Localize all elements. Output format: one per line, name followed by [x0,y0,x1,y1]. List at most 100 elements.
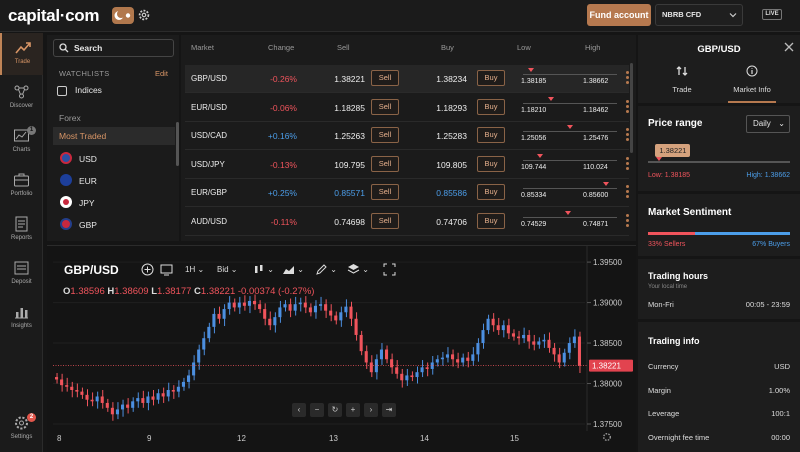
day-range-bar [523,159,617,161]
row-sell-price: 109.795 [334,159,365,170]
fullscreen-button[interactable] [383,262,396,278]
buy-button[interactable]: Buy [477,127,505,143]
market-row[interactable]: EUR/GBP +0.25% 0.85571 Sell 0.85586 Buy 0.8533… [185,179,629,207]
more-options-icon[interactable] [626,213,629,228]
tab-trade[interactable]: Trade [652,65,712,94]
close-icon[interactable] [784,42,794,52]
buy-button[interactable]: Buy [477,212,505,229]
sell-button[interactable]: Sell [371,127,399,143]
market-scrollbar[interactable] [630,63,633,153]
sell-button[interactable]: Sell [371,70,399,86]
row-symbol: AUD/USD [191,216,228,226]
candle [126,404,130,408]
candle [288,304,292,311]
add-indicator-button[interactable] [141,262,154,278]
x-tick-label: 12 [237,434,246,443]
go-to-latest-button[interactable]: ⇥ [382,403,396,417]
chart-type-select[interactable]: ⌄ [252,262,274,278]
sell-button[interactable]: Sell [371,98,399,115]
price-chart[interactable]: 1.39500 1.39000 1.38500 1.38000 1.37500 8 9 12 1… [47,245,636,452]
market-row[interactable]: EUR/USD -0.06% 1.18285 Sell 1.18293 Buy 1.1821… [185,94,629,122]
watchlist-edit-link[interactable]: Edit [155,69,168,78]
nav-insights[interactable]: Insights [0,297,43,339]
fund-account-button[interactable]: Fund account [587,4,651,26]
market-row[interactable]: GBP/USD -0.26% 1.38221 Sell 1.38234 Buy 1.3818… [185,65,629,93]
theme-toggle[interactable] [112,7,134,24]
top-bar: capital·com Fund account NBRB CFD LIVE [0,0,800,32]
scroll-right-button[interactable]: › [364,403,378,417]
live-badge[interactable]: LIVE [762,9,782,20]
nav-trade[interactable]: Trade [0,33,43,75]
forex-category[interactable]: Forex [59,113,81,123]
col-change: Change [268,43,295,52]
candle [440,357,444,360]
candle [410,375,414,378]
day-range-bar [523,102,617,104]
more-options-icon[interactable] [626,71,629,85]
more-options-icon[interactable] [626,128,629,142]
chart-canvas[interactable]: 1.39500 1.39000 1.38500 1.38000 1.37500 8 9 12 1… [47,246,636,452]
currency-eur[interactable]: EUR [79,176,97,186]
row-buy-price: 1.18293 [436,102,467,113]
nav-label: Discover [9,103,34,109]
nav-settings[interactable]: 2 Settings [0,408,43,450]
timeframe-select[interactable]: 1H ⌄ [185,265,205,274]
price-type-select[interactable]: Bid ⌄ [217,265,238,274]
buy-button[interactable]: Buy [477,184,505,200]
row-buy-price: 0.85586 [436,188,467,198]
sell-button[interactable]: Sell [371,155,399,172]
currency-gbp[interactable]: GBP [79,220,97,230]
row-high: 110.024 [583,163,608,171]
search-label: Search [74,43,103,53]
area-chart-icon [283,266,294,275]
candle [557,354,561,363]
candle [146,396,150,403]
market-row[interactable]: USD/JPY -0.13% 109.795 Sell 109.805 Buy 109.74… [185,151,629,179]
more-options-icon[interactable] [626,99,629,114]
candle [491,318,495,326]
nav-portfolio[interactable]: Portfolio [0,165,43,207]
day-range-bar [523,74,617,75]
scroll-left-button[interactable]: ‹ [292,403,306,417]
range-period-select[interactable]: Daily ⌄ [746,115,790,133]
tab-market-info[interactable]: Market Info [722,65,782,94]
nav-deposit[interactable]: Deposit [0,253,43,295]
layers-select[interactable]: ⌄ [347,262,369,278]
zoom-out-button[interactable]: − [310,403,324,417]
capital-logo[interactable]: capital·com [8,6,100,25]
sentiment-section: Market Sentiment 33% Sellers 67% Buyers [638,194,800,256]
watchlist-most-traded[interactable]: Most Traded [53,127,175,145]
buy-button[interactable]: Buy [477,98,505,115]
more-options-icon[interactable] [626,185,629,199]
candle [339,312,343,321]
chart-settings-icon[interactable] [602,432,612,442]
drawing-tools-select[interactable]: ⌄ [315,262,337,278]
watchlist-indices[interactable]: Indices [57,85,102,96]
nav-reports[interactable]: Reports [0,209,43,251]
more-options-icon[interactable] [626,156,629,171]
reset-button[interactable]: ↻ [328,403,342,417]
screenshot-button[interactable] [160,262,173,278]
currency-usd[interactable]: USD [79,154,97,164]
nav-discover[interactable]: Discover [0,77,43,119]
sell-button[interactable]: Sell [371,212,399,229]
sell-button[interactable]: Sell [371,184,399,200]
buy-button[interactable]: Buy [477,155,505,172]
currency-jpy[interactable]: JPY [79,198,95,208]
gear-icon[interactable] [137,7,151,23]
nav-charts[interactable]: 1 Charts [0,121,43,163]
search-input[interactable]: Search [53,39,174,57]
candle [80,391,84,395]
market-row[interactable]: AUD/USD -0.11% 0.74698 Sell 0.74706 Buy 0.7452… [185,208,629,236]
row-change: +0.16% [267,131,297,141]
buy-button[interactable]: Buy [477,70,505,86]
watchlist-scrollbar[interactable] [176,122,179,166]
indicators-select[interactable]: ⌄ [282,262,304,278]
buyers-label: 67% Buyers [752,241,790,248]
zoom-in-button[interactable]: + [346,403,360,417]
range-low: Low: 1.38185 [648,172,691,179]
row-symbol: EUR/USD [191,102,228,112]
market-row[interactable]: USD/CAD +0.16% 1.25263 Sell 1.25283 Buy 1.2505… [185,122,629,150]
eur-flag-icon [60,174,72,186]
account-select[interactable]: NBRB CFD [655,4,743,26]
